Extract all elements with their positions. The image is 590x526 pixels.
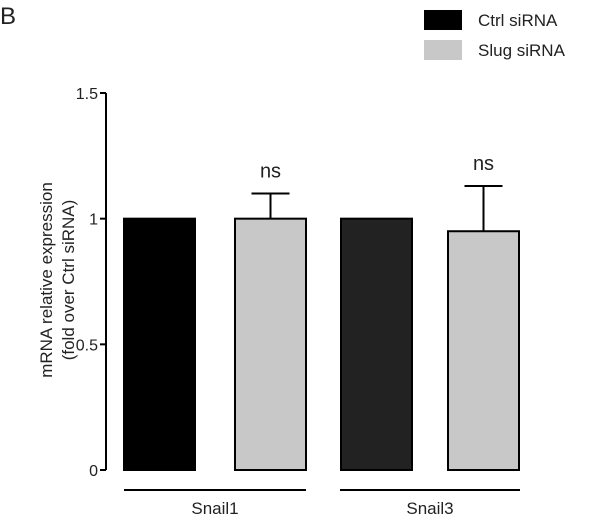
y-tick-label: 0.5 — [76, 337, 98, 354]
bar-snail1-ctrl-sirna — [123, 217, 196, 471]
legend-swatch-slug-sirna — [424, 40, 462, 60]
legend: Ctrl siRNA Slug siRNA — [424, 10, 566, 60]
bar-rect — [447, 230, 520, 471]
y-tick-label: 0 — [89, 463, 98, 480]
y-axis: 0 0.5 1 1.5 — [76, 86, 107, 480]
bar-rect — [234, 217, 307, 471]
group-labels-layer: Snail1 Snail3 — [124, 489, 520, 518]
legend-label-slug-sirna: Slug siRNA — [478, 41, 566, 60]
bar-rect — [123, 217, 196, 471]
y-axis-label-line-2: (fold over Ctrl siRNA) — [59, 200, 78, 361]
y-axis-label-line-1: mRNA relative expression — [37, 182, 56, 378]
bar-rect — [340, 217, 413, 471]
panel-label: B — [0, 3, 16, 30]
bar-snail3-slug-sirna: ns — [447, 153, 520, 471]
bar-snail3-ctrl-sirna — [340, 217, 413, 471]
y-tick-label: 1 — [89, 212, 98, 229]
group-label-snail1: Snail1 — [191, 499, 238, 518]
y-tick-label: 1.5 — [76, 86, 98, 103]
bars-layer: ns ns — [123, 153, 520, 471]
significance-label: ns — [260, 161, 281, 183]
significance-label: ns — [473, 153, 494, 175]
legend-label-ctrl-sirna: Ctrl siRNA — [478, 11, 558, 30]
legend-swatch-ctrl-sirna — [424, 10, 462, 30]
bar-snail1-slug-sirna: ns — [234, 161, 307, 471]
group-label-snail3: Snail3 — [406, 499, 453, 518]
